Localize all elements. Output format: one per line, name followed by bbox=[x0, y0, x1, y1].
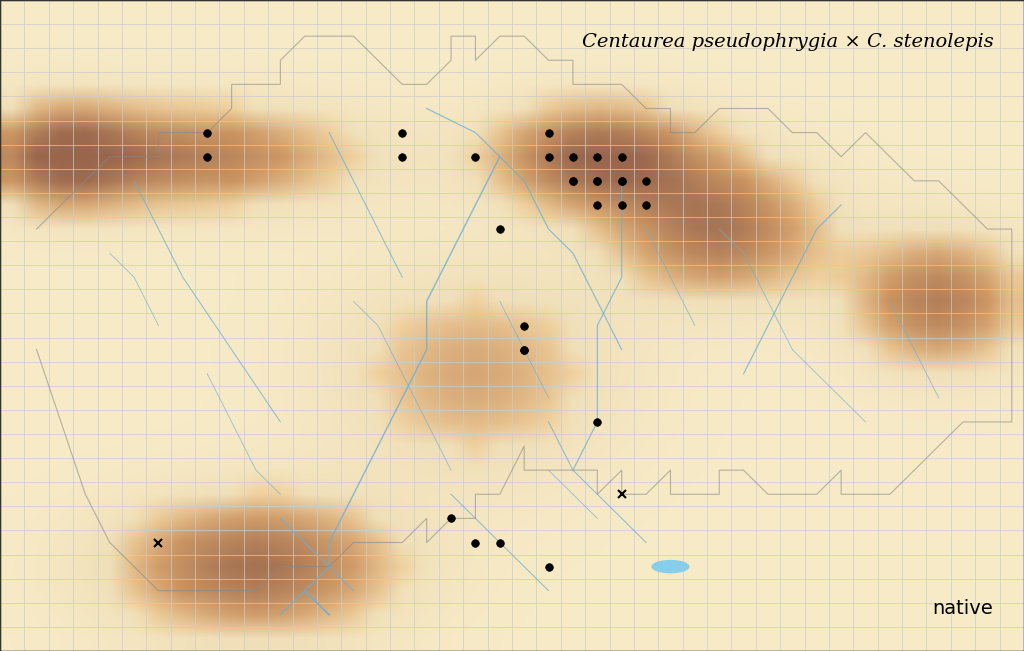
Text: native: native bbox=[933, 600, 993, 618]
Ellipse shape bbox=[652, 561, 689, 573]
Text: Centaurea pseudophrygia × C. stenolepis: Centaurea pseudophrygia × C. stenolepis bbox=[582, 33, 993, 51]
